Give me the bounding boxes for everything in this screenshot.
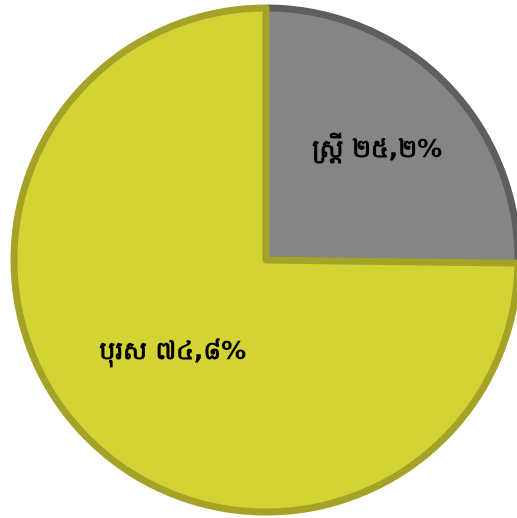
pie-slice-label-1: ស្ត្រី ២៥,២% bbox=[312, 132, 442, 164]
pie-slice-2 bbox=[10, 4, 517, 516]
pie-slice-1 bbox=[262, 4, 517, 267]
pie-slice-label-2: បុរស ៧៤,៨% bbox=[99, 336, 246, 368]
labels-layer: ស្ត្រី ២៥,២% បុរស ៧៤,៨% bbox=[99, 132, 442, 368]
slices-layer bbox=[10, 4, 517, 516]
